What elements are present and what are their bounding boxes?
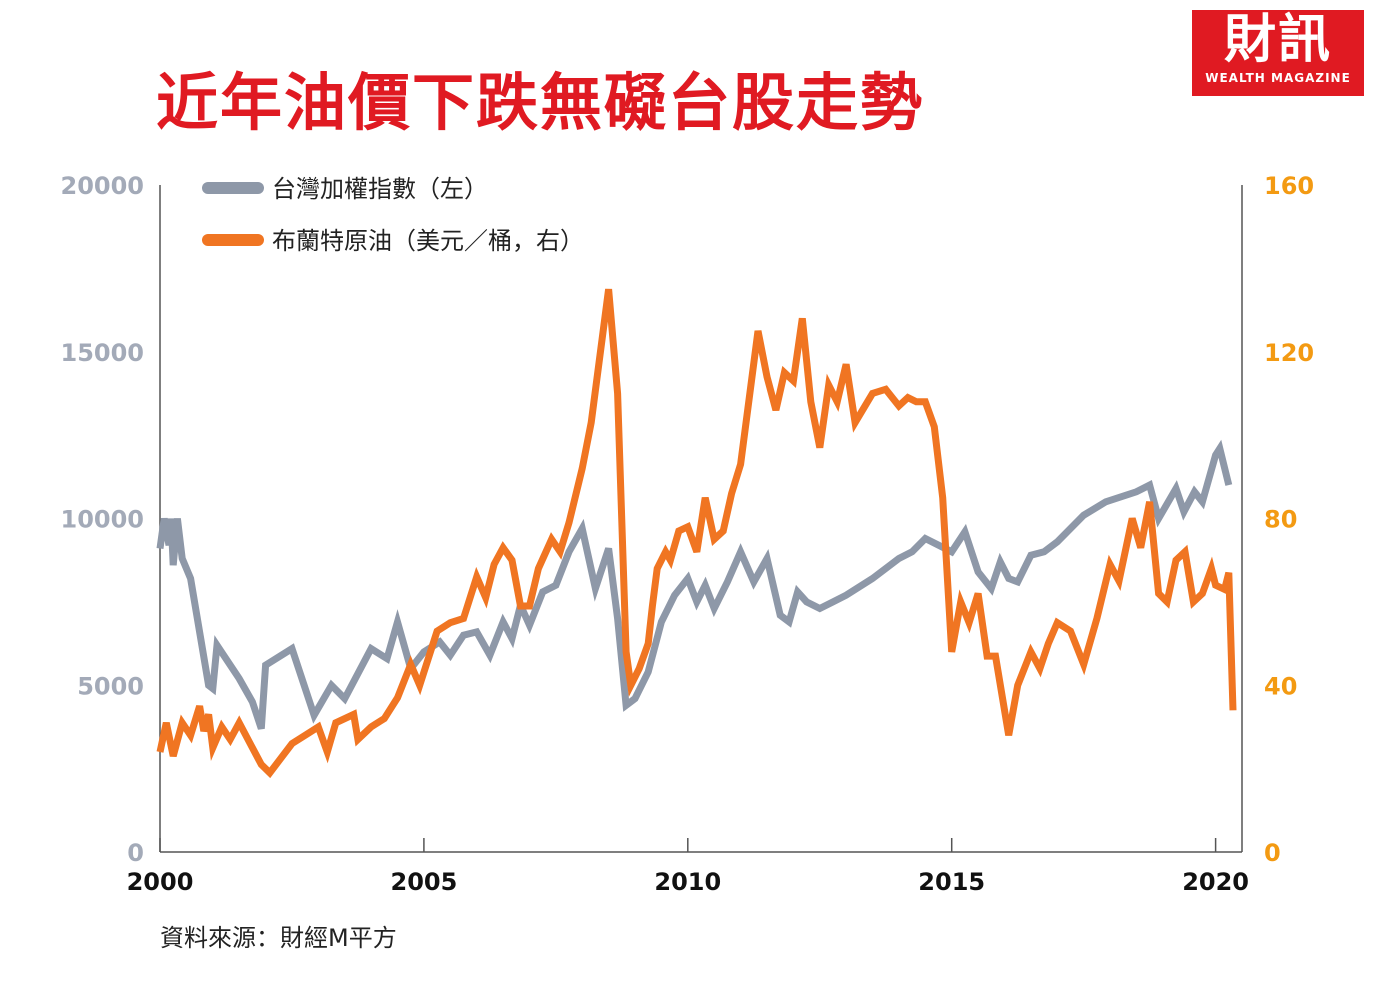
y-left-tick-label: 5000 bbox=[77, 672, 144, 700]
y-right-tick-label: 160 bbox=[1264, 172, 1314, 200]
x-tick-label: 2000 bbox=[127, 868, 194, 896]
logo-sub-text: WEALTH MAGAZINE bbox=[1205, 71, 1351, 85]
y-right-tick-label: 120 bbox=[1264, 339, 1314, 367]
x-tick-label: 2020 bbox=[1182, 868, 1249, 896]
legend-label: 布蘭特原油（美元／桶，右） bbox=[272, 227, 584, 255]
y-right-tick-label: 0 bbox=[1264, 839, 1281, 867]
tick-labels: 2000 2005 2010 2015 2020 0 5000 10000 15000 20000… bbox=[61, 172, 1315, 896]
x-tick-label: 2010 bbox=[654, 868, 721, 896]
series-line-brent bbox=[156, 288, 1237, 779]
wealth-magazine-logo: 財訊 WEALTH MAGAZINE bbox=[1192, 10, 1364, 96]
y-left-tick-label: 0 bbox=[127, 839, 144, 867]
x-tick-label: 2005 bbox=[391, 868, 458, 896]
legend-label: 台灣加權指數（左） bbox=[272, 175, 488, 203]
x-tick-label: 2015 bbox=[918, 868, 985, 896]
series-line-taiex bbox=[156, 439, 1233, 730]
chart-title: 近年油價下跌無礙台股走勢 bbox=[156, 66, 925, 139]
y-left-tick-label: 20000 bbox=[61, 172, 145, 200]
legend: 台灣加權指數（左） 布蘭特原油（美元／桶，右） bbox=[202, 175, 584, 255]
y-left-tick-label: 10000 bbox=[61, 506, 145, 534]
series-lines bbox=[156, 288, 1237, 779]
logo-main-text: 財訊 bbox=[1223, 10, 1332, 70]
y-right-tick-label: 80 bbox=[1264, 506, 1297, 534]
y-left-tick-label: 15000 bbox=[61, 339, 145, 367]
y-right-tick-label: 40 bbox=[1264, 672, 1297, 700]
source-note: 資料來源：財經M平方 bbox=[160, 924, 397, 952]
